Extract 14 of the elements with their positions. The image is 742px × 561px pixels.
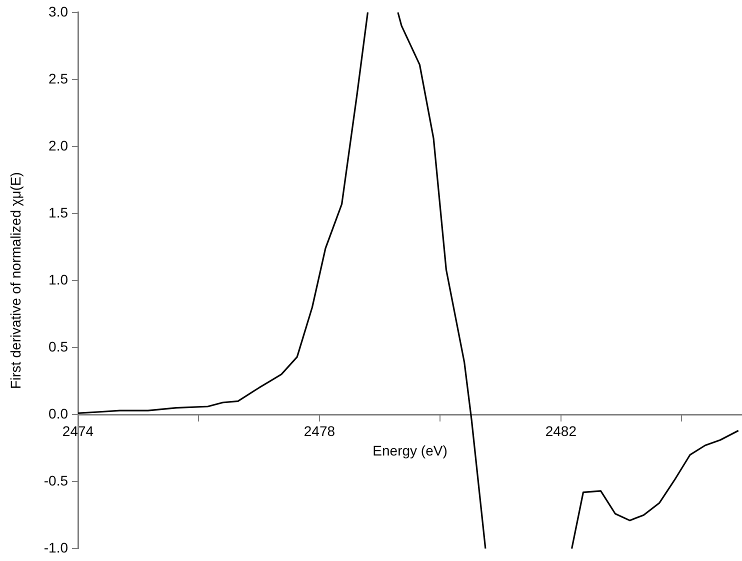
y-tick-label: 1.5 [48, 204, 68, 220]
y-tick-label: 2.5 [48, 70, 68, 86]
x-tick-label: 2474 [62, 422, 94, 439]
x-axis-title: Energy (eV) [372, 442, 448, 459]
y-tick-label: 3.0 [48, 3, 68, 20]
y-tick-label: 0.0 [48, 405, 68, 422]
y-axis-title: First derivative of normalized χμ(E) [7, 172, 24, 389]
y-tick-label: -1.0 [44, 539, 68, 556]
x-tick-label: 2482 [545, 422, 577, 439]
x-tick-label: 2478 [304, 422, 336, 439]
y-tick-label: 1.0 [48, 271, 68, 288]
y-tick-label: 2.0 [48, 137, 68, 154]
y-tick-label: 0.5 [48, 338, 68, 354]
y-tick-label: -0.5 [44, 472, 68, 488]
